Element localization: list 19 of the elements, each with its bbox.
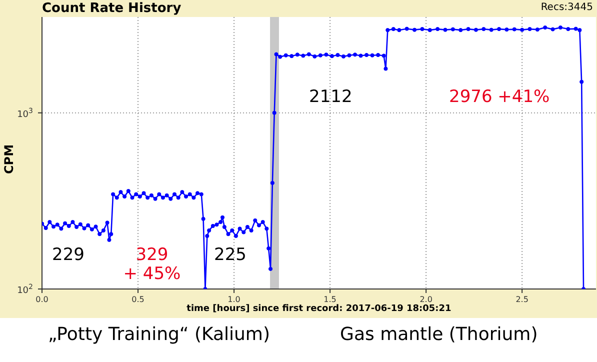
y-axis-title: CPM: [2, 144, 16, 174]
annotation: 225: [214, 245, 246, 265]
x-tick-label: 2.5: [516, 295, 528, 304]
x-tick-label: 2.0: [420, 295, 432, 304]
x-tick-label: 1.5: [324, 295, 336, 304]
text: Recs:3445: [540, 2, 593, 13]
x-tick-label: 1.0: [228, 295, 240, 304]
x-tick-label: 0.0: [36, 295, 48, 304]
x-axis-title: time [hours] since first record: 2017-06-19 18:05:21: [186, 304, 452, 314]
y-tick-label: 10$^{2}$: [17, 283, 33, 296]
annotation: 2112: [309, 87, 352, 107]
annotation: 329 + 45%: [122, 245, 182, 284]
text: Gas mantle (Thorium): [340, 324, 538, 345]
x-tick-label: 0.5: [132, 295, 144, 304]
chart-title: Count Rate History: [42, 1, 182, 16]
y-tick-label: 10$^{3}$: [17, 106, 33, 120]
text: „Potty Training“ (Kalium): [48, 324, 270, 345]
annotation: 229: [52, 245, 84, 265]
annotation: 2976 +41%: [449, 87, 550, 107]
